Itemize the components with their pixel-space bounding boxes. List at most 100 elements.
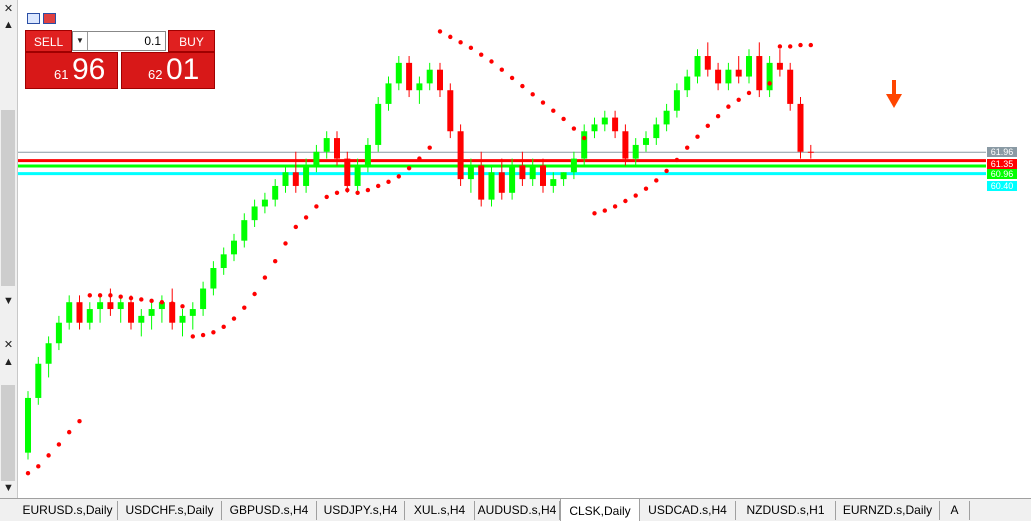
sar-dot — [458, 40, 463, 45]
sar-dot — [242, 305, 247, 310]
price-chart[interactable] — [18, 0, 1031, 498]
candle-body — [200, 288, 207, 310]
tab-a[interactable]: A — [940, 501, 970, 520]
lot-value[interactable]: 0.1 — [144, 34, 161, 48]
candle-body — [437, 69, 443, 91]
one-click-trading-panel: SELL ▼ 0.1 BUY 61 96 62 01 — [25, 30, 215, 90]
sar-dot — [211, 330, 216, 335]
candle-body — [766, 62, 773, 91]
upper-scrollbar[interactable]: ✕ ▲ ▼ — [0, 0, 17, 310]
candle-body — [220, 254, 227, 269]
buy-price-button[interactable]: 62 01 — [121, 52, 215, 89]
sar-dot — [303, 215, 309, 220]
candle-body — [807, 151, 814, 153]
sar-dot — [36, 464, 41, 469]
close-icon[interactable]: ✕ — [3, 339, 14, 351]
candle-body — [735, 69, 742, 77]
sar-dot — [654, 178, 659, 183]
tab-eurnzd-s-daily[interactable]: EURNZD.s,Daily — [836, 501, 940, 520]
candle-body — [673, 90, 680, 111]
sar-dot — [77, 418, 82, 424]
buy-button[interactable]: BUY — [168, 30, 215, 52]
sar-dot — [355, 190, 360, 195]
sar-dot — [417, 156, 422, 161]
sar-dot — [612, 204, 618, 209]
candle-body — [488, 172, 495, 200]
candle-body — [385, 83, 392, 104]
sell-price-button[interactable]: 61 96 — [25, 52, 118, 89]
tab-usdcad-s-h4[interactable]: USDCAD.s,H4 — [640, 501, 736, 520]
candle-body — [694, 56, 701, 77]
sar-dot — [715, 114, 721, 119]
tab-xul-s-h4[interactable]: XUL.s,H4 — [405, 501, 475, 520]
tab-clsk-daily[interactable]: CLSK,Daily — [560, 499, 640, 521]
candle-body — [303, 165, 310, 186]
candle-body — [179, 315, 186, 323]
tab-usdjpy-s-h4[interactable]: USDJPY.s,H4 — [317, 501, 405, 520]
scroll-up-icon[interactable]: ▲ — [3, 356, 14, 368]
sar-dot — [808, 42, 813, 48]
candle-body — [272, 185, 279, 200]
sar-dot — [170, 301, 175, 306]
candle-body — [364, 144, 371, 166]
sar-dot — [767, 81, 772, 86]
candle-body — [715, 69, 722, 84]
lower-scrollbar[interactable]: ✕ ▲ ▼ — [0, 335, 17, 497]
candle-body — [406, 62, 413, 91]
sar-dot — [345, 187, 350, 193]
sell-price-small: 61 — [54, 67, 69, 82]
sar-dot — [757, 85, 762, 90]
sar-dot — [159, 300, 165, 305]
sar-dot — [798, 42, 803, 48]
tab-audusd-s-h4[interactable]: AUDUSD.s,H4 — [475, 501, 560, 520]
scroll-up-icon[interactable]: ▲ — [3, 19, 14, 31]
tab-usdchf-s-daily[interactable]: USDCHF.s,Daily — [118, 501, 222, 520]
candle-body — [529, 165, 536, 180]
candle-body — [591, 124, 598, 132]
candle-body — [643, 138, 649, 145]
sar-dot — [365, 187, 371, 193]
candle-body — [169, 302, 176, 323]
candle-body — [622, 131, 629, 159]
candle-body — [189, 309, 196, 316]
window-list-icon[interactable] — [27, 13, 40, 24]
sar-dot — [726, 104, 731, 109]
tab-eurusd-s-daily[interactable]: EURUSD.s,Daily — [18, 501, 118, 520]
expert-icon[interactable] — [43, 13, 56, 24]
candle-body — [550, 179, 557, 186]
candle-body — [128, 302, 134, 323]
sell-button[interactable]: SELL — [25, 30, 72, 52]
tab-gbpusd-s-h4[interactable]: GBPUSD.s,H4 — [222, 501, 317, 520]
candle-body — [426, 69, 433, 84]
candle-body — [107, 302, 114, 310]
candle-body — [117, 302, 124, 310]
candle-body — [725, 69, 732, 84]
scroll-down-icon[interactable]: ▼ — [3, 482, 14, 494]
sar-dot — [180, 304, 185, 309]
lot-size-stepper[interactable]: ▼ 0.1 — [72, 31, 166, 51]
sar-dot — [67, 429, 72, 435]
sell-price-big: 96 — [72, 53, 106, 86]
candle-body — [25, 397, 31, 453]
scrollbar-thumb[interactable] — [1, 385, 15, 481]
sar-dot — [406, 165, 412, 171]
sar-dot — [561, 116, 566, 122]
sar-dot — [448, 34, 453, 40]
price-label-red-line: 61.35 — [987, 159, 1017, 169]
tab-nzdusd-s-h1[interactable]: NZDUSD.s,H1 — [736, 501, 836, 520]
candle-body — [66, 302, 73, 323]
sar-dot — [314, 204, 319, 209]
sar-dot — [386, 179, 391, 185]
candle-body — [323, 138, 330, 152]
sar-dot — [334, 190, 340, 195]
sar-dot — [252, 291, 257, 297]
sar-dot — [46, 453, 51, 458]
scrollbar-thumb[interactable] — [1, 110, 15, 286]
close-icon[interactable]: ✕ — [3, 3, 14, 15]
sar-dot — [736, 97, 741, 102]
scroll-down-icon[interactable]: ▼ — [3, 295, 14, 307]
candle-body — [632, 144, 639, 159]
sar-dot — [489, 59, 494, 64]
chevron-down-icon[interactable]: ▼ — [73, 32, 88, 50]
sar-dot — [139, 297, 144, 302]
